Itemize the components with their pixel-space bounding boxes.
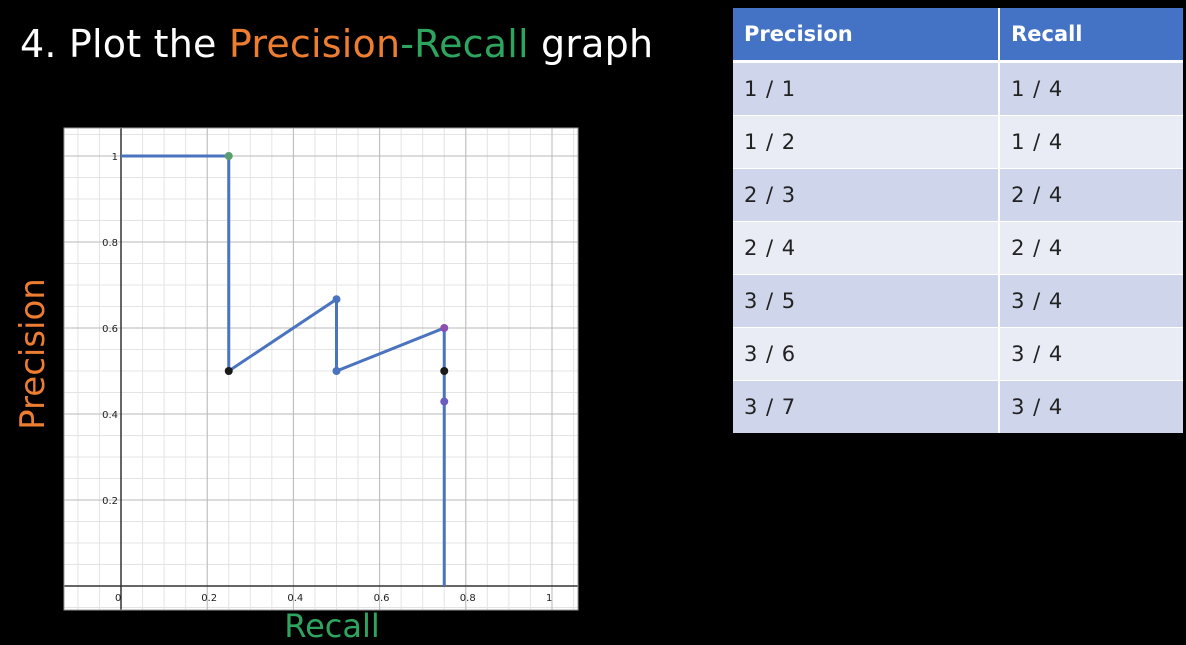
recall-cell: 2 / 4 [999,221,1183,275]
recall-cell: 3 / 4 [999,380,1183,433]
precision-cell: 3 / 6 [733,327,1001,381]
table-row: 2 / 4 2 / 4 [733,221,1183,275]
precision-cell: 3 / 5 [733,274,1001,328]
table-header-row: Precision Recall [733,8,1183,63]
precision-cell: 1 / 1 [733,61,1001,116]
title-suffix: graph [528,22,654,66]
x-tick-label: 0.6 [374,593,390,604]
x-tick-label: 0.4 [287,593,303,604]
data-point [440,367,449,375]
data-point [332,295,341,304]
data-point [440,324,449,332]
table-row: 1 / 2 1 / 4 [733,115,1183,169]
recall-cell: 1 / 4 [999,61,1183,116]
precision-cell: 1 / 2 [733,115,1001,169]
header-recall: Recall [999,8,1183,63]
precision-cell: 2 / 3 [733,168,1001,222]
y-tick-label: 0.4 [102,410,118,421]
x-axis-label: Recall [284,607,380,645]
recall-cell: 2 / 4 [999,168,1183,222]
y-axis-label: Precision [13,278,53,430]
table-row: 3 / 5 3 / 4 [733,274,1183,328]
precision-cell: 3 / 7 [733,380,1001,433]
data-point [224,152,233,160]
table-row: 1 / 1 1 / 4 [733,61,1183,116]
title-recall-word: Recall [414,22,529,66]
data-point [224,367,233,375]
recall-cell: 3 / 4 [999,274,1183,328]
y-tick-label: 1 [112,152,118,163]
x-tick-label: 0.2 [201,593,217,604]
header-precision: Precision [733,8,1001,63]
y-tick-label: 0.6 [102,324,118,335]
plot-border [63,127,579,611]
plot-area [64,128,578,610]
y-tick-label: 0.2 [102,496,118,507]
x-tick-label: 1 [546,593,552,604]
x-tick-label: 0 [115,593,121,604]
table-row: 2 / 3 2 / 4 [733,168,1183,222]
slide-title: 4. Plot the Precision-Recall graph [20,22,653,66]
title-precision-word: Precision [228,22,401,66]
recall-cell: 3 / 4 [999,327,1183,381]
recall-cell: 1 / 4 [999,115,1183,169]
precision-recall-table: Precision Recall 1 / 1 1 / 4 1 / 2 1 / 4… [733,8,1183,433]
table-row: 3 / 6 3 / 4 [733,327,1183,381]
table-row: 3 / 7 3 / 4 [733,380,1183,433]
data-point [332,367,341,375]
title-prefix: 4. Plot the [20,22,229,66]
y-tick-label: 0.8 [102,238,118,249]
x-tick-label: 0.8 [460,593,476,604]
data-point [440,397,449,406]
title-dash: - [400,22,415,66]
precision-cell: 2 / 4 [733,221,1001,275]
